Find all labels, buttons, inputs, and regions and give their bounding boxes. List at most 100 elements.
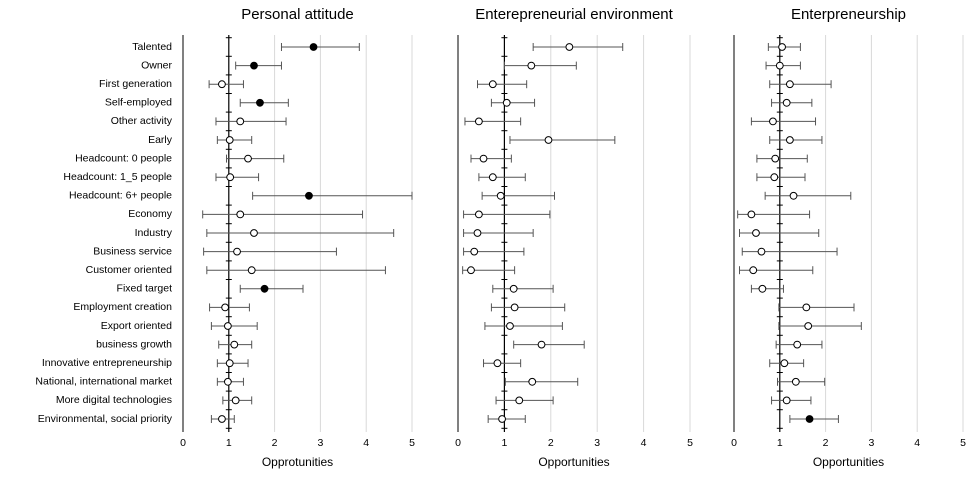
point-estimate-significant — [260, 284, 269, 293]
category-label: Industry — [135, 227, 173, 239]
x-tick-label: 2 — [272, 437, 278, 449]
category-label: National, international market — [35, 376, 172, 388]
x-axis-label: Opportunities — [538, 455, 609, 469]
point-estimate — [506, 322, 514, 330]
panel-title: Enterepreneurial environment — [475, 6, 673, 23]
category-label: First generation — [99, 78, 172, 90]
x-tick-label: 0 — [180, 437, 186, 449]
category-label: Employment creation — [73, 301, 172, 313]
category-label: Headcount: 6+ people — [69, 190, 172, 202]
category-label: Headcount: 1_5 people — [63, 171, 172, 183]
point-estimate — [775, 61, 784, 70]
point-estimate — [247, 266, 256, 275]
x-tick-label: 2 — [548, 437, 554, 449]
point-estimate — [791, 377, 800, 386]
category-label: Owner — [141, 59, 172, 71]
point-estimate — [527, 61, 536, 70]
point-estimate — [544, 136, 553, 144]
point-estimate-significant — [805, 415, 814, 423]
point-estimate — [230, 340, 239, 349]
point-estimate — [785, 136, 794, 144]
point-estimate — [565, 43, 574, 51]
point-estimate — [528, 377, 537, 386]
point-estimate — [223, 377, 232, 386]
category-label: Headcount: 0 people — [75, 152, 172, 164]
category-label: Early — [148, 134, 173, 146]
point-estimate — [509, 284, 518, 293]
x-tick-label: 5 — [960, 437, 966, 449]
point-estimate — [771, 154, 780, 163]
point-estimate — [769, 117, 777, 126]
point-estimate — [782, 98, 791, 107]
x-tick-label: 4 — [914, 437, 920, 449]
point-estimate — [474, 117, 483, 126]
category-label: Fixed target — [117, 283, 173, 295]
category-label: Environmental, social priority — [38, 413, 173, 425]
point-estimate — [793, 340, 802, 349]
x-axis-label: Opprotunities — [262, 455, 333, 469]
point-estimate — [474, 210, 483, 219]
point-estimate — [493, 359, 502, 368]
x-tick-label: 0 — [731, 437, 737, 449]
point-estimate — [473, 229, 482, 237]
point-estimate — [218, 415, 226, 423]
point-estimate — [479, 154, 488, 163]
point-estimate — [747, 210, 756, 219]
point-estimate — [223, 322, 232, 330]
point-estimate — [225, 359, 234, 368]
category-label: business growth — [96, 338, 172, 350]
point-estimate — [244, 154, 252, 163]
category-label: Customer oriented — [86, 264, 173, 276]
point-estimate — [778, 43, 786, 51]
panel-title: Personal attitude — [241, 6, 354, 23]
point-estimate — [749, 266, 758, 275]
point-estimate — [225, 136, 234, 144]
category-label: Other activity — [111, 115, 173, 127]
point-estimate — [804, 322, 813, 330]
point-estimate-significant — [309, 43, 318, 51]
point-estimate — [233, 247, 241, 256]
point-estimate — [488, 173, 497, 182]
point-estimate — [537, 340, 546, 349]
category-label: Innovative entrepreneurship — [42, 357, 172, 369]
x-tick-label: 3 — [317, 437, 323, 449]
point-estimate — [496, 191, 505, 200]
point-estimate — [782, 396, 791, 405]
point-estimate — [470, 247, 479, 256]
point-estimate — [785, 80, 794, 89]
point-estimate — [802, 303, 811, 312]
x-axis-label: Opportunities — [813, 455, 884, 469]
point-estimate — [221, 303, 230, 312]
category-label: Economy — [128, 208, 173, 220]
point-estimate — [231, 396, 240, 405]
category-label: More digital technologies — [56, 394, 172, 406]
point-estimate — [510, 303, 519, 312]
x-tick-label: 1 — [226, 437, 232, 449]
x-tick-label: 4 — [363, 437, 369, 449]
x-tick-label: 5 — [409, 437, 415, 449]
point-estimate-significant — [250, 61, 258, 70]
point-estimate-significant — [256, 98, 264, 107]
point-estimate — [467, 266, 475, 275]
point-estimate — [789, 191, 798, 200]
point-estimate — [757, 247, 766, 256]
category-label: Business service — [93, 245, 172, 257]
point-estimate — [770, 173, 779, 182]
point-estimate — [236, 210, 245, 219]
x-tick-label: 1 — [501, 437, 507, 449]
point-estimate — [758, 284, 767, 293]
x-tick-label: 0 — [455, 437, 461, 449]
point-estimate — [752, 229, 760, 237]
point-estimate — [502, 98, 511, 107]
point-estimate — [250, 229, 258, 237]
x-tick-label: 2 — [823, 437, 829, 449]
point-estimate — [515, 396, 524, 405]
x-tick-label: 4 — [641, 437, 647, 449]
point-estimate — [226, 173, 235, 182]
category-label: Self-employed — [105, 97, 172, 109]
point-estimate — [498, 415, 506, 423]
point-estimate — [780, 359, 789, 368]
point-estimate — [236, 117, 245, 126]
point-estimate — [488, 80, 497, 89]
